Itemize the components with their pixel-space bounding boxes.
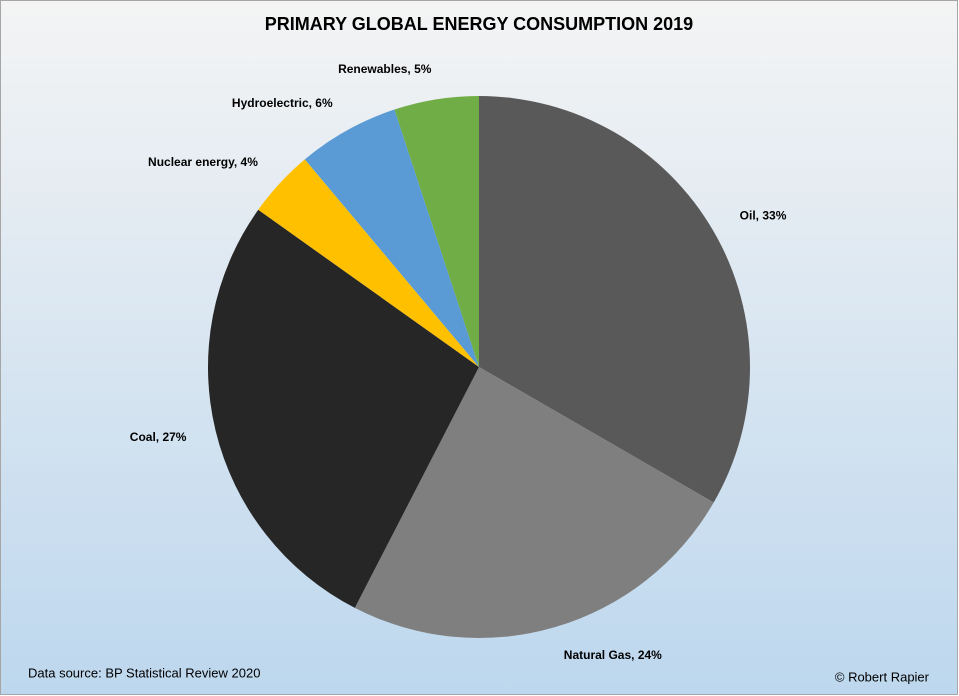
- pie-slice: [208, 209, 479, 608]
- data-label: Hydroelectric, 6%: [232, 96, 333, 110]
- pie-slice: [394, 96, 479, 367]
- data-label: Nuclear energy, 4%: [148, 155, 258, 169]
- pie-slice: [479, 96, 750, 503]
- pie-slice: [258, 159, 479, 367]
- credit: © Robert Rapier: [835, 669, 930, 684]
- data-label: Natural Gas, 24%: [564, 648, 662, 662]
- data-label: Coal, 27%: [130, 430, 187, 444]
- source-note: Data source: BP Statistical Review 2020: [28, 665, 260, 680]
- pie-slice: [304, 109, 479, 367]
- data-label: Renewables, 5%: [338, 62, 432, 76]
- chart-title: PRIMARY GLOBAL ENERGY CONSUMPTION 2019: [265, 14, 693, 34]
- data-label: Oil, 33%: [740, 209, 787, 223]
- pie-slice: [354, 367, 714, 638]
